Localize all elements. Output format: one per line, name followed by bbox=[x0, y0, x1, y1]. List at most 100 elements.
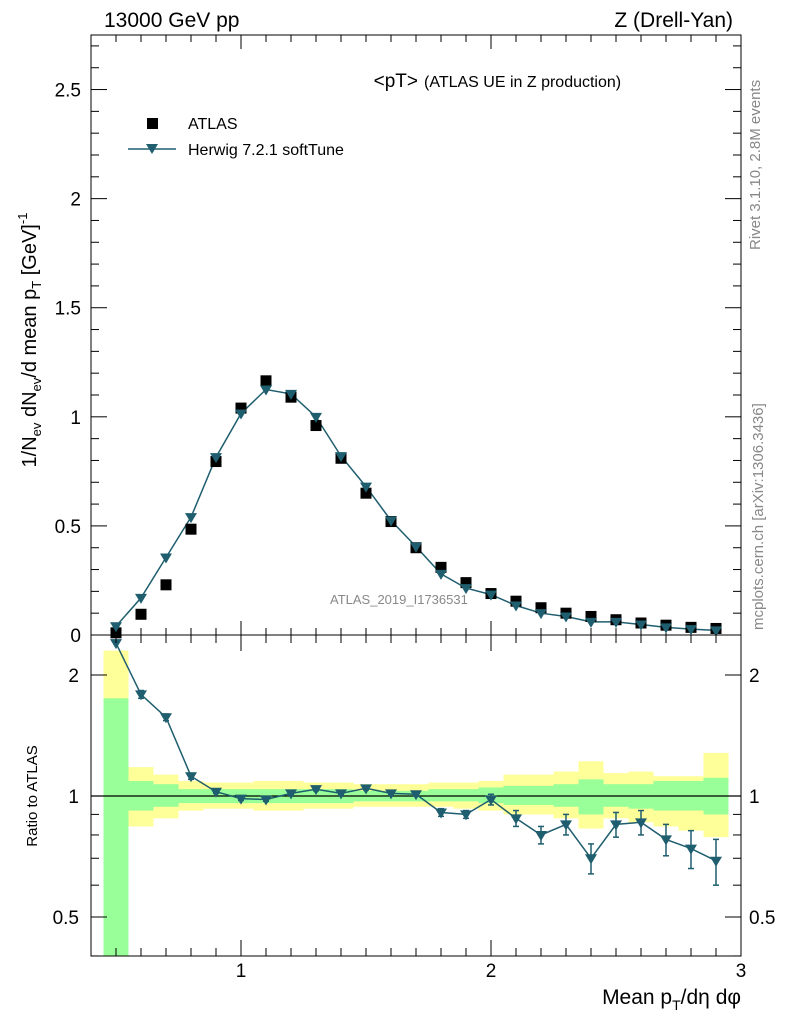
herwig-point bbox=[660, 623, 672, 634]
ratio-band-green bbox=[428, 789, 454, 802]
legend-atlas-marker bbox=[147, 118, 158, 129]
ratio-point bbox=[485, 795, 497, 806]
ratio-point bbox=[685, 844, 697, 855]
ratio-point bbox=[235, 794, 247, 805]
ratio-point bbox=[135, 690, 147, 701]
ratio-band-green bbox=[503, 785, 529, 805]
atlas-point bbox=[160, 579, 172, 591]
herwig-point bbox=[135, 593, 147, 604]
ratio-point bbox=[710, 856, 722, 867]
atlas-point bbox=[310, 420, 322, 432]
herwig-point bbox=[710, 626, 722, 637]
ratio-series-group bbox=[110, 639, 722, 886]
ratio-point bbox=[635, 818, 647, 829]
ratio-band-green bbox=[453, 789, 479, 802]
herwig-point bbox=[310, 412, 322, 423]
ratio-band-green bbox=[578, 779, 604, 815]
atlas-point bbox=[510, 595, 522, 607]
ratio-y-tick-label-right: 0.5 bbox=[749, 908, 775, 929]
ratio-y-axis-label: Ratio to ATLAS bbox=[24, 745, 41, 846]
top-y-tick-label: 0 bbox=[70, 626, 81, 647]
herwig-point bbox=[610, 617, 622, 628]
x-tick-label: 3 bbox=[736, 961, 747, 982]
herwig-point bbox=[435, 569, 447, 580]
ratio-line bbox=[115, 642, 717, 862]
plot-title-main: <pT> bbox=[374, 71, 418, 92]
ratio-point bbox=[360, 784, 372, 795]
atlas-point bbox=[235, 402, 247, 414]
atlas-point bbox=[185, 523, 197, 535]
ratio-point bbox=[585, 854, 597, 865]
process-label: Z (Drell-Yan) bbox=[614, 9, 733, 32]
atlas-point bbox=[585, 610, 597, 622]
top-series-group bbox=[110, 375, 722, 639]
herwig-point bbox=[360, 482, 372, 493]
ratio-point bbox=[410, 790, 422, 801]
herwig-point bbox=[385, 516, 397, 527]
top-y-tick-label: 2.5 bbox=[55, 81, 81, 102]
ratio-y-tick-label-right: 2 bbox=[749, 666, 760, 687]
top-y-tick-labels: 0 0.5 1 1.5 2 2.5 bbox=[55, 81, 81, 647]
legend-herwig-marker bbox=[146, 144, 158, 154]
atlas-point bbox=[110, 627, 122, 639]
atlas-point bbox=[535, 602, 547, 614]
ratio-point bbox=[335, 789, 347, 800]
ratio-point bbox=[385, 789, 397, 800]
herwig-point bbox=[585, 617, 597, 628]
top-y-tick-label: 1 bbox=[70, 408, 81, 429]
herwig-point bbox=[635, 620, 647, 631]
herwig-point bbox=[235, 409, 247, 420]
atlas-point bbox=[435, 561, 447, 573]
ratio-point bbox=[535, 830, 547, 841]
plot-title-sub: (ATLAS UE in Z production) bbox=[424, 74, 621, 91]
herwig-point bbox=[335, 452, 347, 463]
ratio-y-tick-label-right: 1 bbox=[749, 787, 760, 808]
x-tick-label: 1 bbox=[236, 961, 247, 982]
ratio-point bbox=[660, 835, 672, 846]
legend-atlas-label: ATLAS bbox=[188, 116, 238, 133]
ratio-point bbox=[460, 810, 472, 821]
ratio-point bbox=[285, 789, 297, 800]
ratio-y-tick-label: 2 bbox=[68, 666, 79, 687]
ratio-band-green bbox=[103, 698, 129, 956]
ratio-point bbox=[510, 814, 522, 825]
ratio-point bbox=[610, 820, 622, 831]
herwig-point bbox=[210, 453, 222, 464]
atlas-point bbox=[360, 487, 372, 499]
herwig-point bbox=[510, 601, 522, 612]
ratio-point bbox=[560, 820, 572, 831]
top-axis-ticks bbox=[90, 35, 742, 636]
ratio-y-tick-label: 1 bbox=[68, 787, 79, 808]
top-y-axis-label: 1/Nev dNev/d mean pT [GeV]-1 bbox=[15, 213, 44, 468]
ratio-point bbox=[160, 713, 172, 724]
mcplots-label: mcplots.cern.ch [arXiv:1306.3436] bbox=[750, 403, 767, 630]
ratio-point bbox=[185, 772, 197, 783]
ratio-y-tick-label: 0.5 bbox=[53, 908, 79, 929]
top-y-tick-label: 0.5 bbox=[55, 517, 81, 538]
legend-herwig-label: Herwig 7.2.1 softTune bbox=[188, 142, 344, 159]
herwig-point bbox=[535, 609, 547, 620]
herwig-point bbox=[410, 542, 422, 553]
rivet-version-label: Rivet 3.1.10, 2.8M events bbox=[747, 80, 764, 250]
ratio-bands-group bbox=[103, 650, 729, 956]
energy-label: 13000 GeV pp bbox=[104, 9, 239, 32]
herwig-point bbox=[485, 590, 497, 601]
herwig-point bbox=[110, 622, 122, 633]
herwig-point bbox=[460, 584, 472, 595]
ratio-point bbox=[260, 795, 272, 806]
herwig-point bbox=[160, 553, 172, 564]
atlas-point bbox=[135, 608, 147, 620]
ratio-axis-ticks bbox=[90, 635, 742, 957]
ratio-point bbox=[435, 808, 447, 819]
herwig-point bbox=[285, 389, 297, 400]
top-y-tick-label: 1.5 bbox=[55, 299, 81, 320]
x-axis-label: Mean pT/dη dφ bbox=[602, 986, 741, 1013]
top-y-tick-label: 2 bbox=[70, 190, 81, 211]
herwig-point bbox=[185, 513, 197, 524]
ratio-point bbox=[110, 639, 122, 650]
x-tick-label: 2 bbox=[486, 961, 497, 982]
ratio-band-green bbox=[528, 785, 554, 805]
atlas-point bbox=[260, 375, 272, 387]
ratio-tick-labels: 0.5 0.5 1 1 2 2 1 2 3 bbox=[53, 666, 776, 982]
herwig-point bbox=[560, 612, 572, 623]
